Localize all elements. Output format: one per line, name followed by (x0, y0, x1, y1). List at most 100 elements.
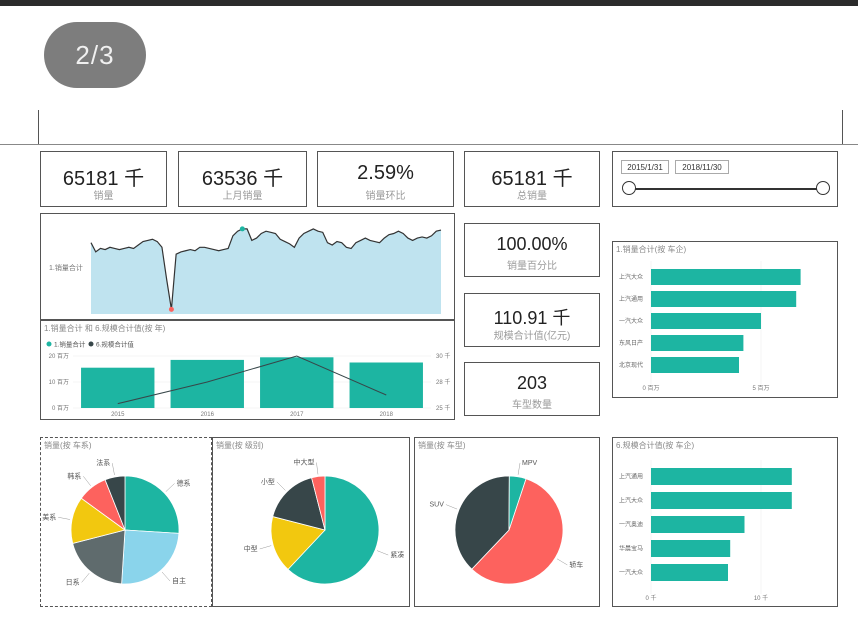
pie-slice (272, 477, 326, 531)
bar (651, 291, 797, 307)
pie-slice (72, 529, 126, 585)
area-line (90, 228, 442, 310)
area-min-marker (168, 306, 174, 312)
y2-tick-label: 28 千 (436, 378, 450, 386)
bar (651, 335, 744, 351)
sales-by-type-pie[interactable]: 销量(按 车型) 轿车 SUV MPV (414, 437, 600, 607)
leader-line (112, 463, 115, 476)
sales-by-company-chart[interactable]: 1.销量合计(按 车企) 0 百万 5 百万 上汽大众 上汽通用 一汽大众 东风日产 北京现… (612, 241, 838, 398)
category-label: 北京现代 (619, 361, 643, 369)
slice-label: 日系 (66, 577, 80, 586)
slice-label: 中大型 (293, 458, 314, 467)
date-range-slicer[interactable]: 2015/1/31 2018/11/30 (612, 151, 838, 207)
leader-line (376, 550, 389, 556)
y2-tick-label: 25 千 (436, 404, 450, 412)
bar (651, 269, 801, 285)
pie-class-svg: 紧凑 中型 小型 中大型 (244, 458, 404, 585)
bar (81, 367, 155, 408)
x-tick-label: 2018 (380, 412, 394, 418)
kpi-total-sales[interactable]: 65181 千 总销量 (464, 151, 600, 207)
kpi-sales[interactable]: 65181 千 销量 (40, 151, 167, 207)
window-top-bar (0, 0, 858, 6)
bar (349, 362, 423, 408)
slice-label: SUV (430, 502, 445, 509)
kpi-value: 63536 千 (201, 168, 284, 190)
kpi-last-month-sales[interactable]: 63536 千 上月销量 (178, 151, 307, 207)
category-label: 上汽大众 (619, 273, 643, 281)
category-label: 一汽大众 (619, 569, 643, 577)
bar (651, 516, 745, 533)
bar (651, 468, 792, 485)
leader-line (58, 517, 71, 520)
leader-line (81, 572, 90, 583)
kpi-value: 2.59% (357, 162, 414, 184)
kpi-scale-total[interactable]: 110.91 千 规模合计值(亿元) (464, 293, 600, 347)
kpi-model-count[interactable]: 203 车型数量 (464, 362, 600, 416)
x-tick-label: 2017 (290, 412, 304, 418)
page-indicator[interactable]: 2/3 (44, 22, 146, 88)
sales-by-class-pie[interactable]: 销量(按 级别) 紧凑 中型 小型 中大型 (212, 437, 410, 607)
legend-scale-label[interactable]: 6.规模合计值 (96, 340, 134, 349)
x-tick-label: 0 千 (645, 594, 656, 602)
start-date-input[interactable]: 2015/1/31 (621, 160, 669, 174)
combo-chart-title: 1.销量合计 和 6.规模合计值(按 年) (44, 324, 166, 333)
leader-line (165, 483, 175, 492)
kpi-label: 销量 (93, 191, 114, 202)
pie-slice (454, 475, 510, 570)
leader-line (445, 504, 458, 510)
leader-line (556, 558, 568, 566)
pie-slice (270, 516, 326, 570)
slice-label: 德系 (177, 478, 191, 487)
x-tick-label: 2015 (111, 412, 125, 418)
end-date-input[interactable]: 2018/11/30 (675, 160, 729, 174)
pie-class-title: 销量(按 级别) (216, 441, 264, 450)
slice-label: 中型 (244, 544, 258, 553)
kpi-value: 203 (516, 373, 548, 393)
slice-label: 美系 (42, 512, 56, 521)
x-tick-label: 0 百万 (642, 385, 659, 392)
slider-track[interactable] (629, 188, 825, 190)
kpi-label: 规模合计值(亿元) (493, 331, 571, 342)
kpi-label: 上月销量 (222, 191, 263, 202)
kpi-value: 100.00% (496, 234, 568, 254)
category-label: 上汽通用 (619, 295, 643, 303)
category-label: 上汽通用 (619, 473, 643, 481)
slice-label: MPV (522, 460, 538, 467)
pie-type-svg: 轿车 SUV MPV (430, 460, 583, 585)
pie-slice (287, 475, 380, 585)
pie-slice (471, 478, 564, 585)
bar (170, 359, 244, 408)
kpi-sales-percent[interactable]: 100.00% 销量百分比 (464, 223, 600, 277)
area-chart-svg: 1.销量合计 (49, 226, 442, 314)
slider-end-handle[interactable] (816, 181, 830, 195)
kpi-sales-mom[interactable]: 2.59% 销量环比 (317, 151, 454, 207)
x-tick-label: 5 百万 (752, 385, 769, 392)
slider-start-handle[interactable] (622, 181, 636, 195)
bar (651, 357, 739, 373)
category-label: 上汽大众 (619, 497, 643, 505)
frame-top-line (0, 144, 858, 145)
pie-slice (121, 529, 180, 585)
sales-by-series-pie[interactable]: 销量(按 车系) 德系 自主 日系 美系 韩系 法系 (40, 437, 212, 607)
kpi-label: 销量环比 (365, 191, 406, 202)
frame-right-tick (842, 110, 843, 144)
leader-line (259, 545, 272, 550)
frame-left-tick (38, 110, 39, 144)
category-label: 一汽大众 (619, 317, 643, 325)
pie-series-title: 销量(按 车系) (44, 441, 92, 450)
legend-sales-icon (46, 341, 52, 347)
slice-label: 韩系 (67, 471, 81, 480)
category-label: 东风日产 (619, 339, 643, 347)
legend-sales-label[interactable]: 1.销量合计 (54, 340, 86, 349)
sales-area-chart[interactable]: 1.销量合计 (40, 213, 455, 320)
category-label: 华晨宝马 (619, 545, 643, 553)
sales-scale-combo-chart[interactable]: 1.销量合计 和 6.规模合计值(按 年) 1.销量合计 6.规模合计值 0 百… (40, 320, 455, 420)
pie-slice (124, 475, 180, 534)
leader-line (83, 476, 91, 486)
pie-type-title: 销量(按 车型) (418, 441, 466, 450)
bar (651, 492, 792, 509)
scale-line (117, 355, 387, 405)
scale-by-company-chart[interactable]: 6.规模合计值(按 车企) 0 千 10 千 上汽通用 上汽大众 一汽奥迪 华晨宝马 一汽大… (612, 437, 838, 607)
combo-chart-svg: 1.销量合计 6.规模合计值 0 百万 10 百万 20 百万 25 千 28 千 30 … (46, 340, 450, 418)
